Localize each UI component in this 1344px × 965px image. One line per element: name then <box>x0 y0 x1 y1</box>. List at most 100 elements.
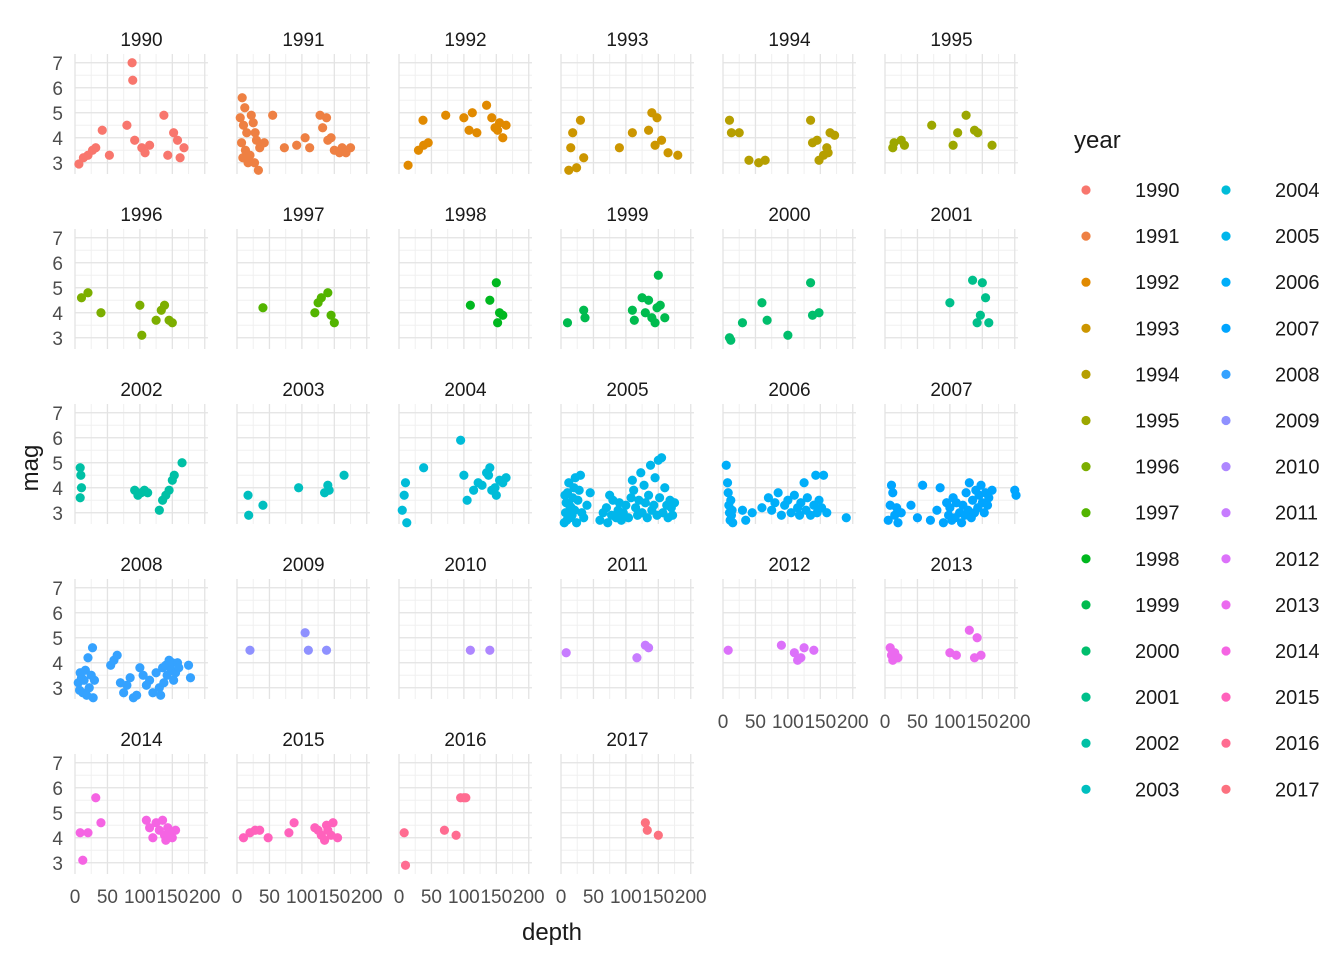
legend-key-1993 <box>1081 323 1091 333</box>
point-1993 <box>627 128 637 138</box>
legend-label-2016: 2016 <box>1275 733 1320 755</box>
point-2005 <box>626 493 636 503</box>
point-2007 <box>982 500 993 510</box>
y-tick-label: 7 <box>52 54 63 75</box>
point-1995 <box>973 128 983 138</box>
point-1996 <box>167 318 177 328</box>
point-2006 <box>822 508 832 518</box>
point-1993 <box>568 128 578 138</box>
point-1991 <box>236 138 247 148</box>
legend-label-2010: 2010 <box>1275 457 1320 479</box>
point-2014 <box>78 855 88 865</box>
point-2003 <box>324 485 334 495</box>
point-2015 <box>255 825 265 835</box>
legend-item-2015: 2015 <box>1221 687 1320 709</box>
point-2007 <box>964 478 974 488</box>
point-2005 <box>669 498 680 508</box>
point-1991 <box>251 135 262 145</box>
facet-title-2017: 2017 <box>606 730 648 751</box>
point-2002 <box>76 483 87 493</box>
facet-title-2014: 2014 <box>120 730 163 751</box>
legend-label-2015: 2015 <box>1275 687 1320 709</box>
point-2002 <box>164 485 174 495</box>
y-tick-label: 6 <box>52 604 63 625</box>
point-1999 <box>643 295 654 305</box>
point-2006 <box>799 478 809 488</box>
point-2015 <box>238 833 249 843</box>
point-2008 <box>87 643 98 653</box>
point-2007 <box>945 503 955 513</box>
facet-panel-2011: 2011 <box>560 555 694 699</box>
point-1992 <box>493 125 503 135</box>
facet-panel-2015: 2015 0 50 100 150 200 <box>232 730 383 908</box>
legend-label-1992: 1992 <box>1135 272 1180 294</box>
point-2005 <box>603 518 613 528</box>
facet-panel-1991: 1991 <box>235 30 370 175</box>
x-tick-label: 50 <box>745 712 766 733</box>
point-2000 <box>762 315 772 325</box>
point-1990 <box>130 135 140 145</box>
point-2016 <box>400 860 411 870</box>
point-1992 <box>459 113 469 123</box>
legend-key-1995 <box>1081 415 1091 426</box>
point-1994 <box>823 148 833 158</box>
point-2008 <box>156 690 166 700</box>
point-1991 <box>237 93 247 103</box>
facet-panel-2002: 2002 3 4 5 6 7 <box>52 380 208 525</box>
point-2016 <box>439 825 450 835</box>
point-1998 <box>493 318 503 328</box>
y-tick-label: 3 <box>52 504 63 525</box>
point-1995 <box>927 120 937 130</box>
legend-item-2002: 2002 <box>1081 733 1180 755</box>
point-1999 <box>629 315 639 325</box>
point-2005 <box>570 505 580 515</box>
point-1999 <box>562 318 573 328</box>
facet-title-2009: 2009 <box>282 555 324 576</box>
point-2002 <box>143 488 153 498</box>
legend-item-2004: 2004 <box>1221 180 1320 202</box>
point-2012 <box>799 643 809 653</box>
point-2004 <box>462 495 472 505</box>
point-2013 <box>972 633 982 643</box>
facet-title-2006: 2006 <box>768 380 810 401</box>
point-2007 <box>987 485 997 495</box>
point-2008 <box>151 668 161 678</box>
facet-title-1992: 1992 <box>444 30 486 51</box>
point-1992 <box>464 125 474 135</box>
y-tick-label: 4 <box>52 654 63 675</box>
point-1991 <box>300 133 310 143</box>
x-tick-label: 100 <box>286 887 318 908</box>
x-tick-label: 0 <box>880 712 891 733</box>
point-1995 <box>961 110 971 120</box>
facet-title-1997: 1997 <box>282 205 324 226</box>
point-2006 <box>796 498 806 508</box>
point-2006 <box>721 460 731 470</box>
facet-panel-2007: 2007 <box>883 380 1021 528</box>
legend-item-1999: 1999 <box>1081 595 1180 617</box>
point-2006 <box>770 498 780 508</box>
point-2006 <box>757 503 767 513</box>
legend-label-1990: 1990 <box>1135 180 1180 202</box>
point-1998 <box>491 278 501 288</box>
point-2005 <box>656 453 667 463</box>
x-tick-label: 100 <box>934 712 966 733</box>
point-2005 <box>575 470 586 480</box>
point-2017 <box>642 825 652 835</box>
point-2002 <box>76 470 86 480</box>
point-2006 <box>722 478 733 488</box>
point-1993 <box>614 143 624 153</box>
point-2014 <box>145 823 155 833</box>
point-2002 <box>169 470 179 480</box>
y-tick-label: 6 <box>52 254 63 275</box>
point-2015 <box>328 818 338 828</box>
point-2012 <box>776 640 786 650</box>
point-2004 <box>456 435 466 445</box>
point-1990 <box>104 150 114 160</box>
facet-panel-1995: 1995 <box>884 30 1018 174</box>
facet-title-1991: 1991 <box>282 30 324 51</box>
facet-panel-1990: 1990 3 4 5 6 7 <box>52 30 208 175</box>
point-2005 <box>571 518 582 528</box>
point-1992 <box>423 138 433 148</box>
point-1992 <box>403 160 413 170</box>
x-tick-label: 150 <box>804 712 836 733</box>
